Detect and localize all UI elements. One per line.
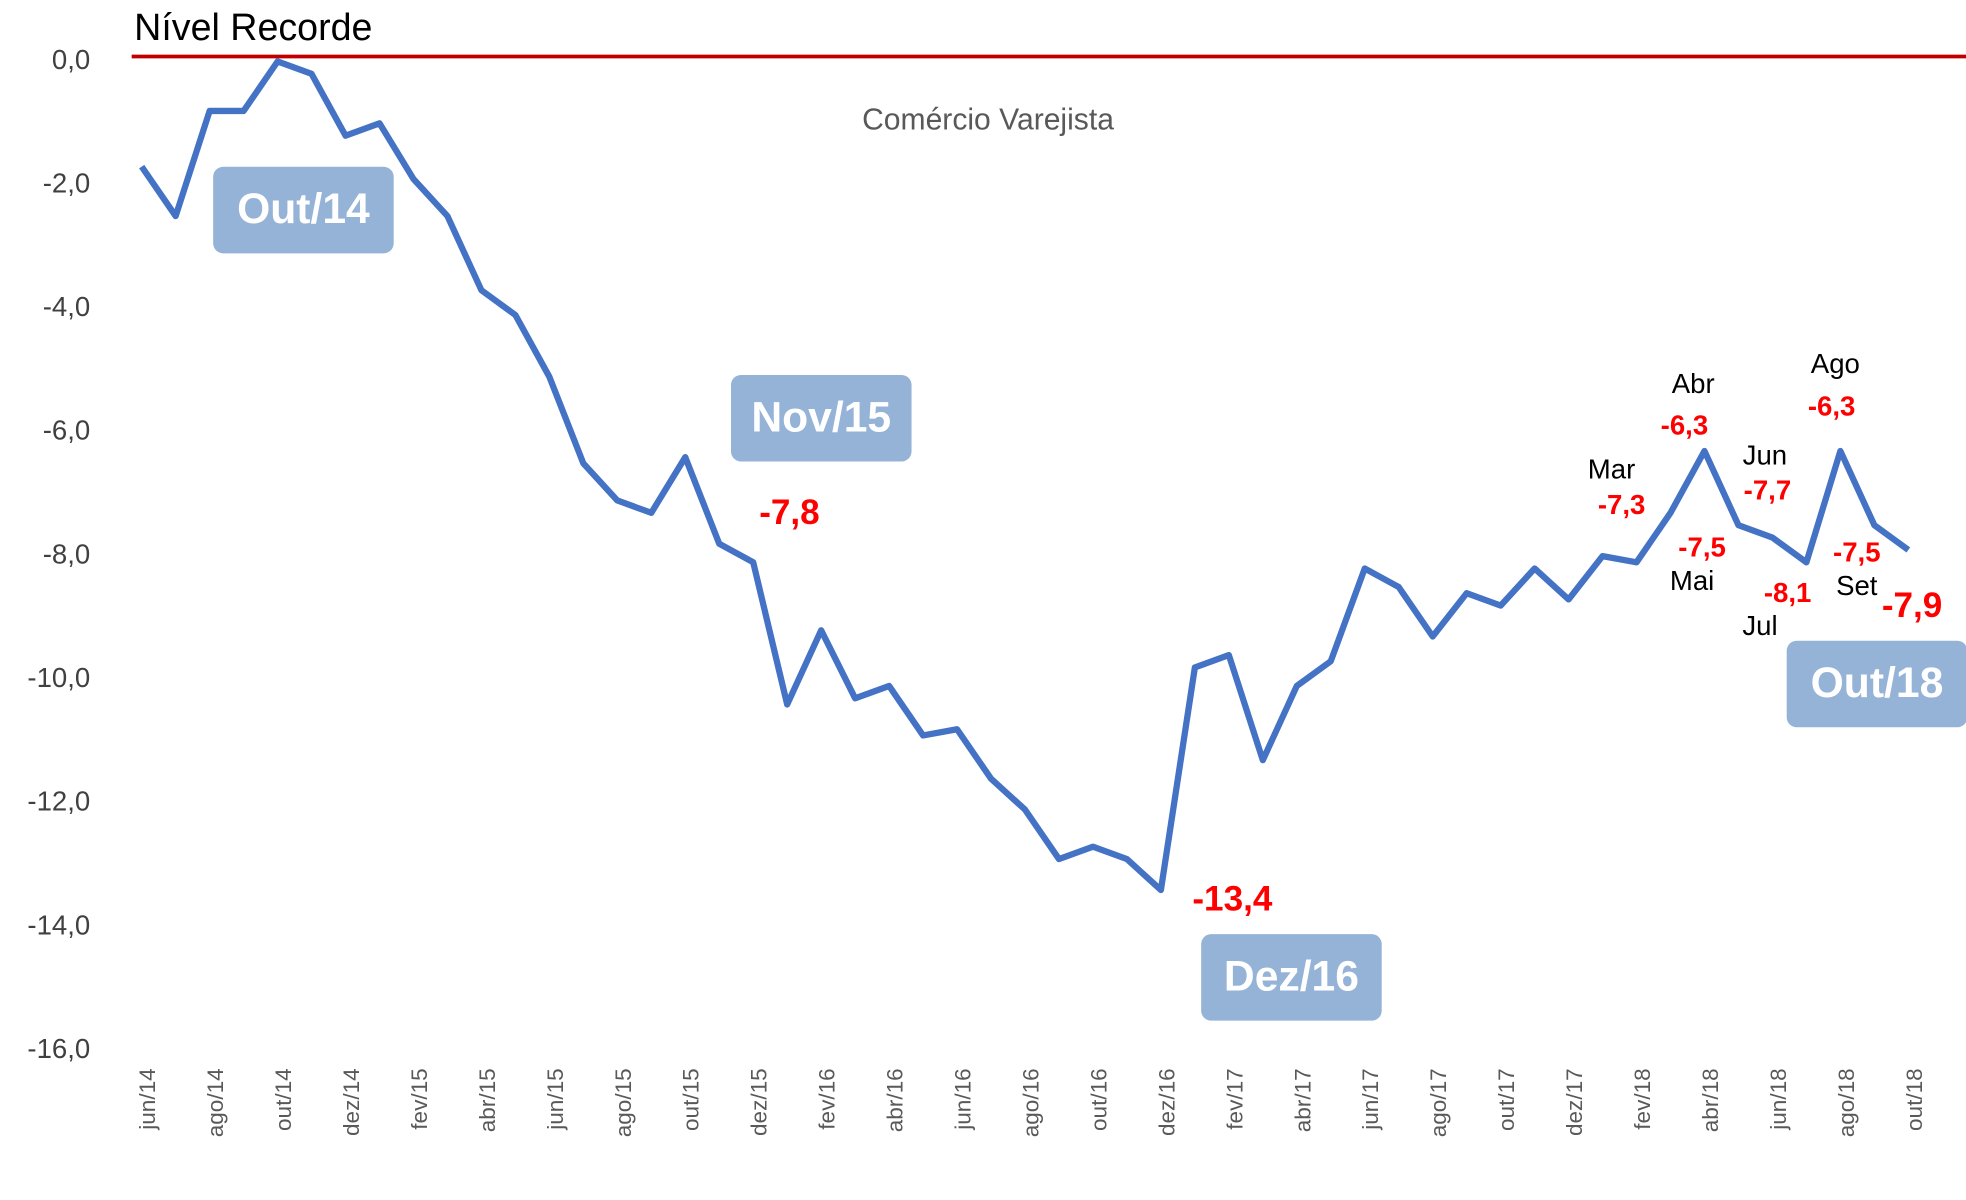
callout-box [1786,640,1966,728]
x-tick-label: dez/16 [1154,1068,1179,1136]
chart-title: Nível Recorde [134,6,372,48]
x-tick-label: abr/16 [883,1068,908,1132]
y-tick-label: -8,0 [43,538,91,569]
x-tick-label: out/14 [271,1068,296,1131]
y-tick-label: -14,0 [27,909,90,940]
y-tick-label: -16,0 [27,1033,90,1064]
x-tick-label: ago/16 [1018,1068,1043,1137]
x-tick-label: dez/15 [747,1068,772,1136]
y-tick-label: -10,0 [27,662,90,693]
callout-text: Nov/15 [751,393,891,441]
chart-subtitle: Comércio Varejista [862,104,1114,137]
data-label: -7,5 [1833,536,1881,567]
point-label: Abr [1672,368,1715,399]
data-line [139,58,1911,894]
data-label: -6,3 [1661,409,1709,440]
x-tick-label: ago/14 [203,1068,228,1137]
x-tick-label: jun/16 [951,1068,976,1130]
point-label: Mai [1670,565,1714,596]
callout-text: Out/18 [1811,659,1944,707]
y-tick-label: -2,0 [43,167,91,198]
x-tick-label: out/18 [1902,1068,1927,1131]
x-tick-label: fev/16 [815,1068,840,1129]
callout: Nov/15 [730,374,912,462]
data-label: -7,9 [1882,586,1942,625]
data-label: -6,3 [1808,391,1856,422]
x-tick-label: abr/17 [1290,1068,1315,1132]
data-label: -7,5 [1678,531,1726,562]
x-tick-label: ago/18 [1834,1068,1859,1137]
x-tick-label: jun/15 [543,1068,568,1130]
callout: Out/18 [1786,640,1966,728]
point-label: Jun [1743,440,1787,471]
x-tick-label: fev/18 [1630,1068,1655,1129]
point-label: Ago [1811,348,1860,379]
callout-box [213,166,394,254]
data-label: -7,8 [759,493,819,532]
x-tick-label: out/17 [1494,1068,1519,1131]
x-tick-label: out/15 [679,1068,704,1131]
point-label: Mar [1588,454,1636,485]
x-tick-label: out/16 [1086,1068,1111,1131]
point-label: Jul [1742,610,1777,641]
y-tick-label: -6,0 [43,415,91,446]
callout-box [730,374,912,462]
x-tick-label: dez/17 [1562,1068,1587,1136]
callout: Out/14 [213,166,394,254]
callout-box [1201,934,1382,1021]
x-tick-label: jun/18 [1766,1068,1791,1130]
x-tick-label: fev/15 [407,1068,432,1129]
y-tick-label: 0,0 [52,44,90,75]
callout-text: Out/14 [237,185,370,233]
y-tick-label: -4,0 [43,291,91,322]
point-label: Set [1836,570,1878,601]
x-tick-label: ago/17 [1426,1068,1451,1137]
data-label: -13,4 [1192,880,1272,919]
y-tick-label: -12,0 [27,786,90,817]
x-tick-label: abr/18 [1698,1068,1723,1132]
callout: Dez/16 [1201,934,1382,1021]
x-tick-label: dez/14 [339,1068,364,1136]
x-tick-label: abr/15 [475,1068,500,1132]
x-tick-label: ago/15 [611,1068,636,1137]
data-label: -7,7 [1744,475,1792,506]
data-label: -7,3 [1598,489,1646,520]
data-label: -8,1 [1764,577,1812,608]
x-tick-label: jun/14 [135,1068,160,1130]
callout-text: Dez/16 [1224,953,1359,1001]
x-tick-label: jun/17 [1358,1068,1383,1130]
x-tick-label: fev/17 [1222,1068,1247,1129]
